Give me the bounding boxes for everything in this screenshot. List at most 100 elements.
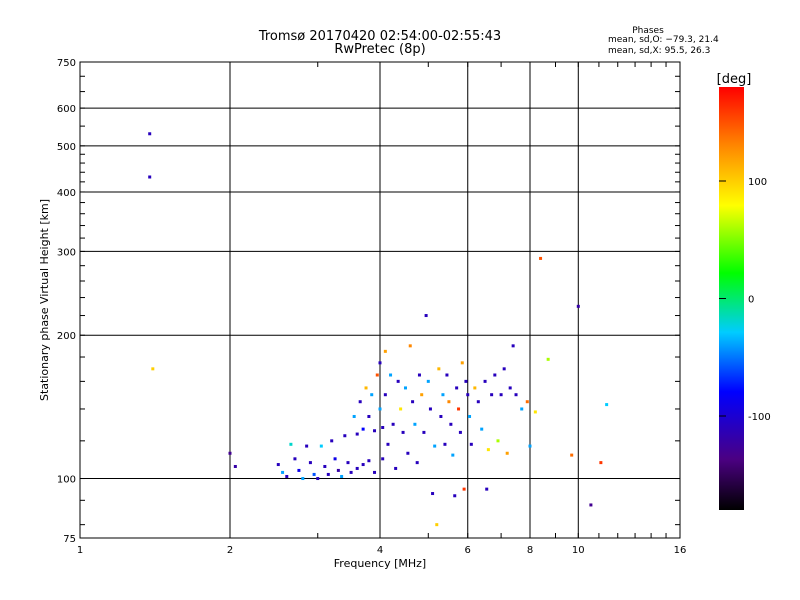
y-tick-labels: 75 100 200 300 400 500 600 750 [57,58,76,545]
data-point [367,459,371,463]
data-point [383,393,387,397]
data-point [528,444,532,448]
data-point [605,403,609,407]
data-point [422,430,426,434]
scatter-points [148,132,609,527]
data-point [401,430,405,434]
data-point [408,344,412,348]
data-point [319,444,323,448]
chart-title: Tromsø 20170420 02:54:00-02:55:43 [258,29,501,44]
data-point [445,373,449,377]
data-point [394,466,398,470]
y-tick-label: 300 [57,247,76,258]
data-point [483,379,487,383]
data-point [435,523,439,527]
chart-subtitle: RwPretec (8p) [334,42,425,57]
data-point [464,379,468,383]
data-point [289,442,293,446]
x-tick-label: 6 [465,545,471,556]
colorbar-ticks: 100 0 -100 [719,177,771,423]
data-point [364,386,368,390]
data-point [386,442,390,446]
data-point [301,477,305,481]
colorbar-label: [deg] [717,72,752,87]
data-point [323,464,327,468]
data-point [308,461,312,465]
data-point [486,448,490,452]
stats-heading: Phases [632,26,664,36]
data-point [457,407,461,411]
x-tick-label: 1 [77,545,83,556]
data-point [451,453,455,457]
data-point [349,470,353,474]
data-point [276,463,280,467]
data-point [352,414,356,418]
data-point [539,256,543,260]
data-point [399,407,403,411]
data-point [476,400,480,404]
data-point [355,432,359,436]
data-point [499,393,503,397]
data-point [485,487,489,491]
data-point [505,451,509,455]
data-point [151,367,155,371]
data-point [355,466,359,470]
data-point [449,422,453,426]
data-point [460,361,464,365]
data-point [493,373,497,377]
y-tick-label: 75 [63,534,76,545]
data-point [367,414,371,418]
data-point [389,373,393,377]
data-point [490,393,494,397]
data-point [417,373,421,377]
data-point [576,304,580,308]
data-point [599,461,603,465]
data-point [391,422,395,426]
data-point [383,349,387,353]
data-point [396,379,400,383]
stats-line-x: mean, sd,X: 95.5, 26.3 [608,46,710,56]
data-point [466,393,470,397]
data-point [293,457,297,461]
data-point [424,314,428,318]
data-point [148,175,152,179]
data-point [233,464,237,468]
data-point [570,453,574,457]
data-point [361,463,365,467]
y-tick-label: 600 [57,104,76,115]
data-point [346,461,350,465]
data-point [447,400,451,404]
data-point [426,379,430,383]
data-point [370,393,374,397]
x-tick-label: 16 [674,545,687,556]
data-point [546,357,550,361]
data-point [403,386,407,390]
data-point [520,407,524,411]
grid-lines [80,62,680,538]
data-point [375,373,379,377]
data-point [533,410,537,414]
data-point [480,427,484,431]
data-point [453,494,457,498]
data-point [443,442,447,446]
data-point [411,400,415,404]
data-point [420,393,424,397]
data-point [469,442,473,446]
data-point [343,434,347,438]
data-point [333,457,337,461]
y-tick-label: 750 [57,58,76,69]
x-tick-label: 10 [572,545,585,556]
data-point [281,470,285,474]
data-point [439,414,443,418]
data-point [228,451,232,455]
data-point [336,468,340,472]
data-point [312,472,316,476]
x-tick-label: 2 [227,545,233,556]
stats-line-o: mean, sd,O: −79.3, 21.4 [608,35,719,45]
data-point [508,386,512,390]
data-point [455,386,459,390]
data-point [373,429,377,433]
x-tick-label: 4 [377,545,383,556]
data-point [437,367,441,371]
